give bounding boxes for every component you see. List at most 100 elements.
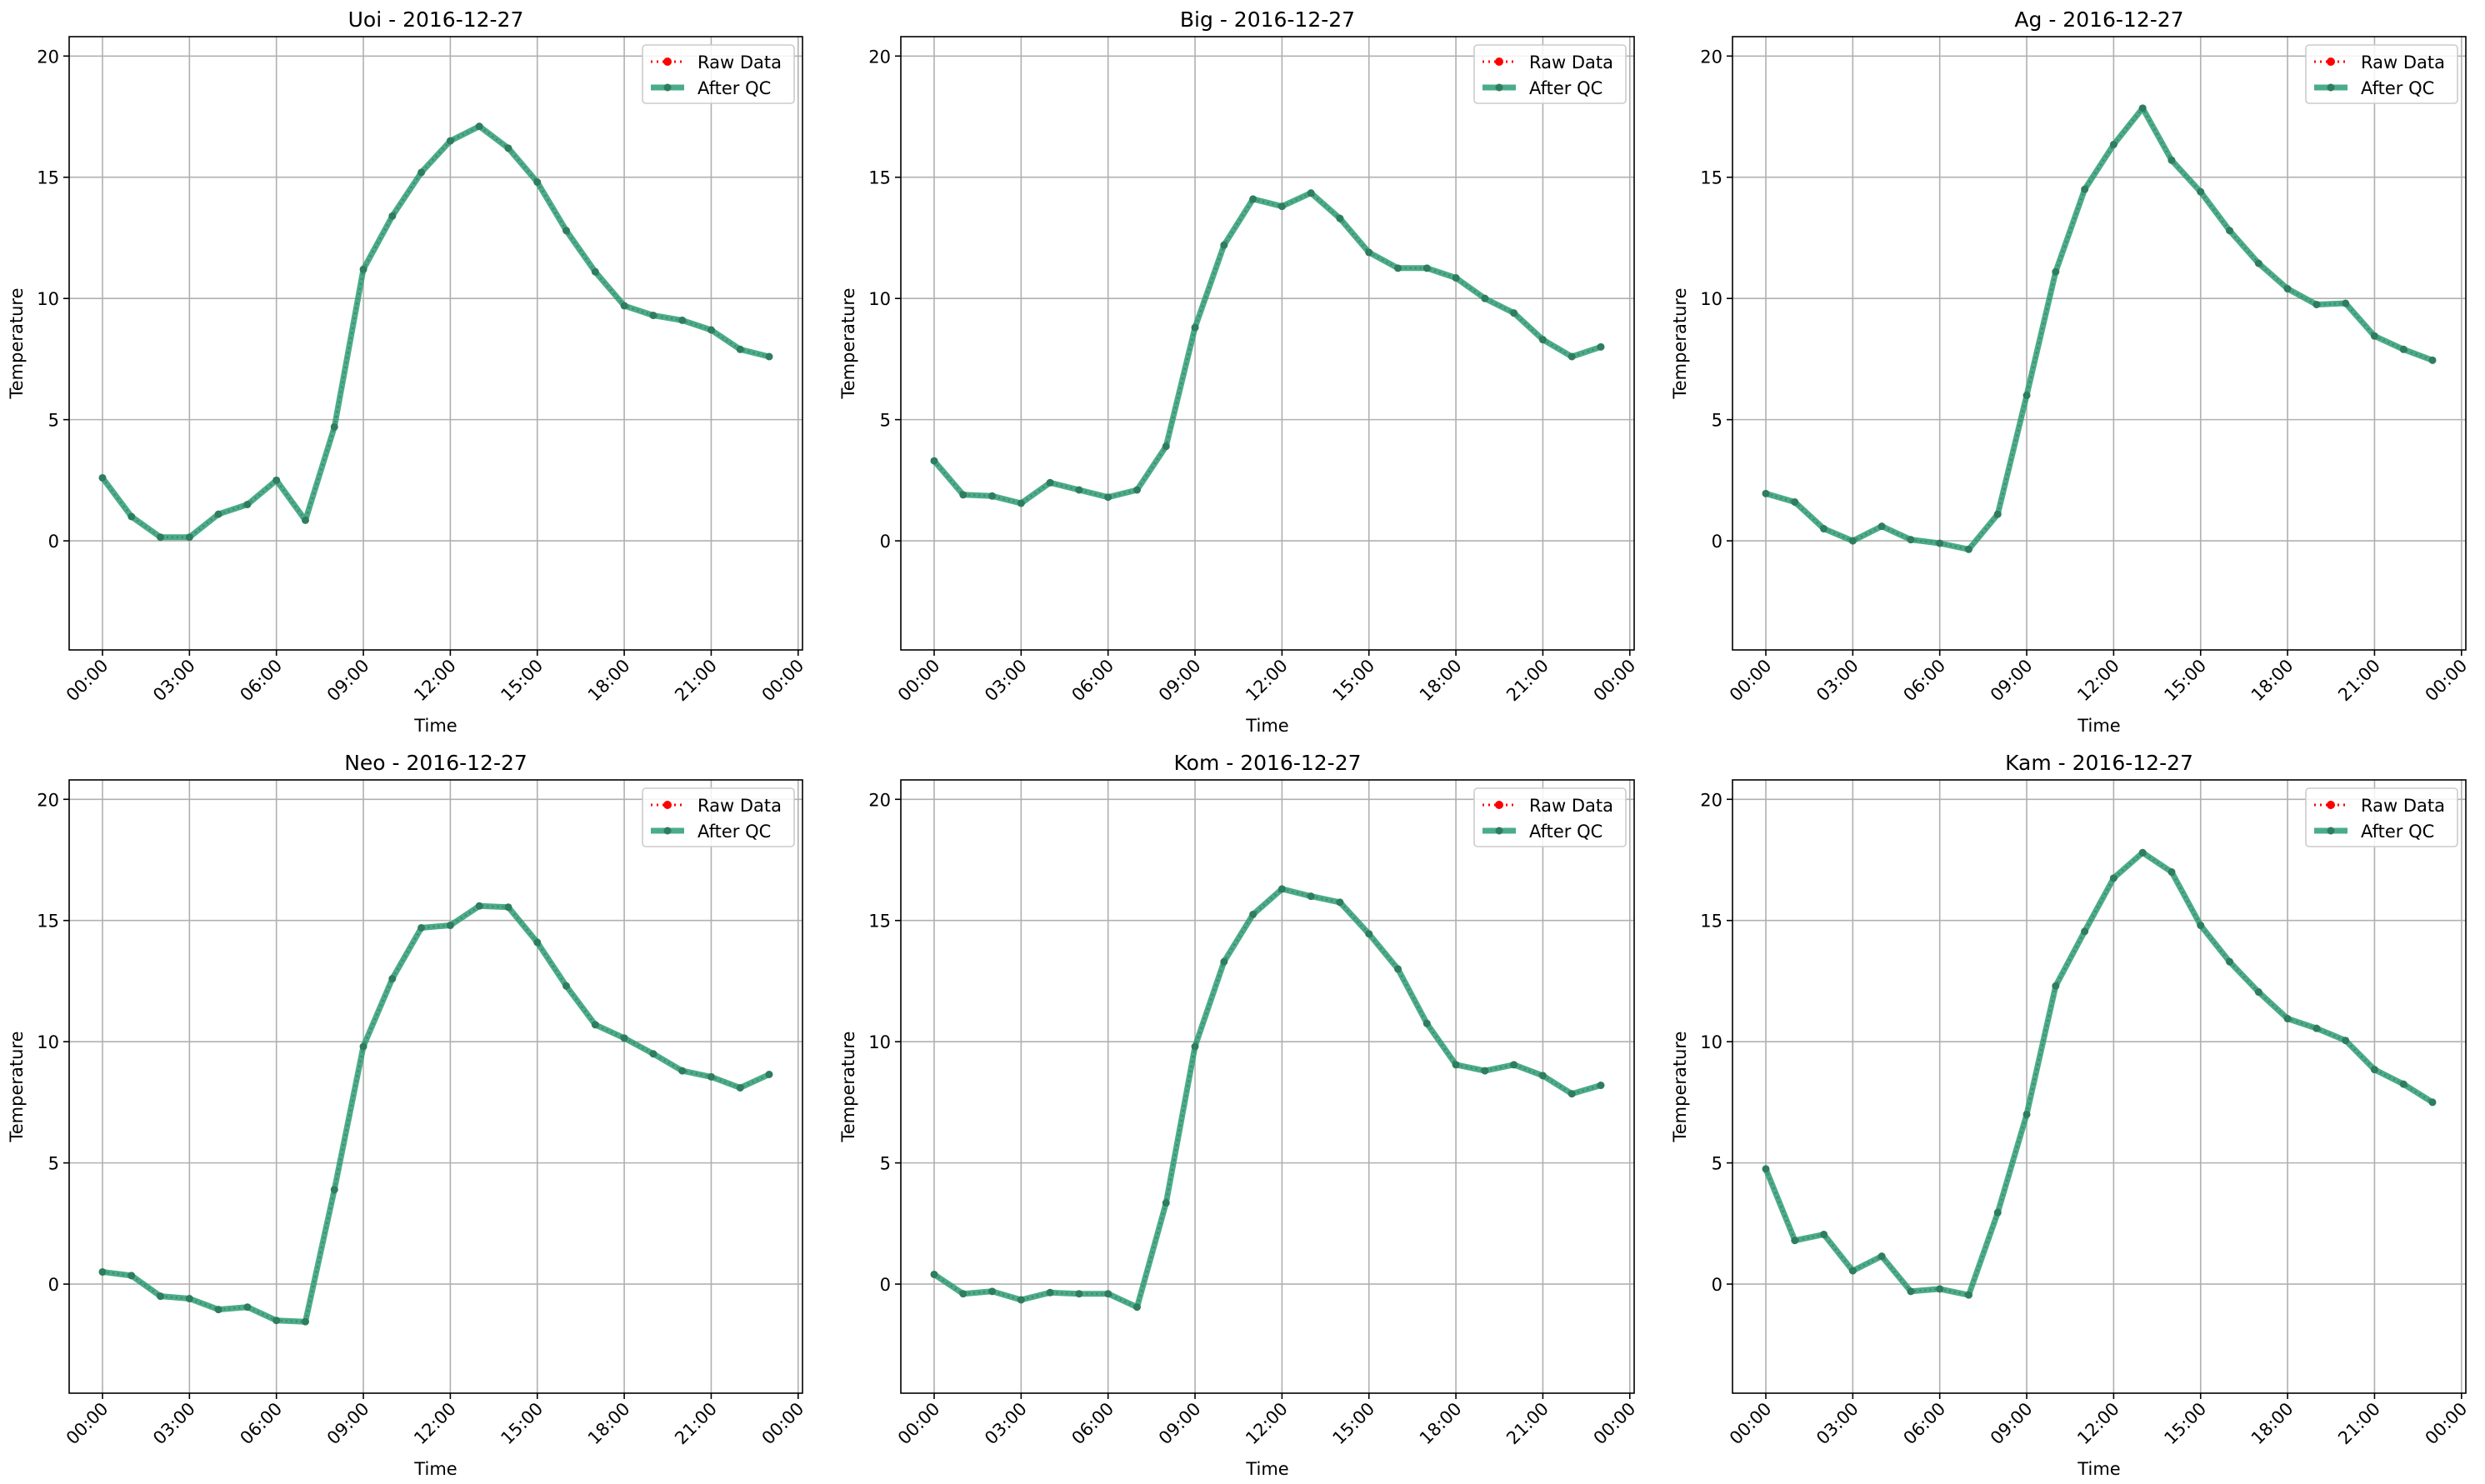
chart-5-ytick-label-4: 20 <box>868 790 891 810</box>
chart-6-after-qc-point-0 <box>1762 1165 1770 1173</box>
chart-4-legend-raw-marker <box>663 801 672 809</box>
chart-2-after-qc-point-7 <box>1132 486 1141 494</box>
chart-3-xtick-label-3: 09:00 <box>1987 656 2037 706</box>
chart-1-series-raw-line <box>101 125 770 538</box>
chart-2-xtick-label-0: 00:00 <box>894 656 944 706</box>
chart-1-after-qc-point-21 <box>707 326 715 334</box>
chart-3-ytick-label-1: 5 <box>1712 411 1722 431</box>
chart-1-after-qc-point-13 <box>475 122 483 131</box>
chart-2-xtick-label-6: 18:00 <box>1416 656 1466 706</box>
chart-3-ytick-label-3: 15 <box>1700 168 1722 188</box>
chart-4: 0 5 10 15 20 00:00 03:00 06:00 09:00 12:00 15:00 18… <box>7 751 808 1479</box>
chart-2-ytick-label-2: 10 <box>868 289 891 309</box>
chart-6-xlabel: Time <box>2077 1459 2120 1479</box>
chart-3-xtick-label-5: 15:00 <box>2161 656 2211 706</box>
chart-4-legend: Raw Data After QC <box>642 787 795 847</box>
chart-3-legend-label-1: After QC <box>2361 78 2434 98</box>
chart-2-xtick-label-8: 00:00 <box>1590 656 1640 706</box>
chart-2-after-qc-point-14 <box>1336 214 1344 222</box>
chart-1-xtick-label-7: 21:00 <box>671 656 721 706</box>
chart-1-ytick-label-3: 15 <box>37 168 59 188</box>
chart-1-after-qc-point-0 <box>98 473 107 482</box>
chart-2-series-after-qc-line <box>932 190 1602 507</box>
chart-4-legend-after-qc-marker <box>663 827 672 835</box>
chart-4-xtick-label-4: 12:00 <box>410 1399 460 1449</box>
chart-3-after-qc-point-1 <box>1791 498 1799 507</box>
chart-3-xlabel: Time <box>2077 716 2120 736</box>
chart-5-xtick-label-2: 06:00 <box>1068 1399 1118 1449</box>
chart-4-after-qc-point-1 <box>128 1272 136 1280</box>
chart-1-axes-frame <box>68 36 803 651</box>
chart-3-after-qc-point-4 <box>1878 522 1886 531</box>
chart-2-after-qc-point-22 <box>1568 352 1576 361</box>
chart-5-after-qc-point-23 <box>1597 1082 1605 1090</box>
chart-3-after-qc-point-11 <box>2081 185 2089 193</box>
chart-5-after-qc-point-16 <box>1394 965 1402 973</box>
chart-6-legend-label-0: Raw Data <box>2361 796 2445 816</box>
chart-6-after-qc-point-3 <box>1848 1267 1857 1275</box>
chart-6-after-qc-point-7 <box>1964 1291 1972 1299</box>
chart-6-axes-frame <box>1732 779 2467 1394</box>
chart-4-after-qc-point-21 <box>707 1072 715 1081</box>
chart-2-xtick-label-4: 12:00 <box>1242 656 1292 706</box>
chart-6-legend-label-1: After QC <box>2361 822 2434 842</box>
chart-6-after-qc-point-21 <box>2370 1066 2378 1074</box>
chart-6-after-qc-point-19 <box>2312 1024 2321 1032</box>
chart-5-xtick-label-4: 12:00 <box>1242 1399 1292 1449</box>
chart-1-xtick-label-1: 03:00 <box>149 656 199 706</box>
chart-3-after-qc-point-15 <box>2197 187 2205 196</box>
chart-1-after-qc-point-1 <box>128 512 136 521</box>
chart-6-after-qc-point-16 <box>2226 957 2234 966</box>
chart-1-after-qc-point-22 <box>736 345 744 353</box>
chart-5-title: Kom - 2016-12-27 <box>1174 751 1362 775</box>
chart-5-series-raw-line <box>933 887 1602 1309</box>
chart-6-after-qc-point-20 <box>2342 1037 2350 1045</box>
chart-1-after-qc-point-23 <box>765 352 773 361</box>
chart-6-after-qc-point-1 <box>1791 1237 1799 1245</box>
chart-1-after-qc-point-3 <box>185 533 193 542</box>
chart-1-series-after-qc-line <box>100 123 770 541</box>
chart-2-after-qc-point-12 <box>1278 202 1286 211</box>
chart-4-xtick-label-5: 15:00 <box>498 1399 548 1449</box>
chart-5-after-qc-point-22 <box>1568 1090 1576 1098</box>
chart-1-after-qc-point-7 <box>301 516 309 524</box>
chart-2-xtick-label-5: 15:00 <box>1329 656 1379 706</box>
chart-1-after-qc-point-16 <box>562 227 571 235</box>
chart-2-after-qc-point-13 <box>1307 189 1315 197</box>
chart-3-after-qc-point-20 <box>2342 299 2350 307</box>
chart-6-xtick-label-2: 06:00 <box>1899 1399 1949 1449</box>
chart-5-after-qc-point-21 <box>1538 1072 1547 1080</box>
chart-6-ytick-label-1: 5 <box>1712 1154 1722 1174</box>
chart-3-after-qc-point-3 <box>1848 537 1857 545</box>
chart-5-after-qc-point-8 <box>1162 1199 1170 1207</box>
chart-4-xtick-label-1: 03:00 <box>149 1399 199 1449</box>
chart-5-legend: Raw Data After QC <box>1473 787 1627 847</box>
chart-2-title: Big - 2016-12-27 <box>1180 7 1355 32</box>
chart-3-after-qc-point-16 <box>2226 227 2234 235</box>
chart-3-legend-raw-marker <box>2327 57 2335 66</box>
chart-6-xtick-label-8: 00:00 <box>2422 1399 2472 1449</box>
chart-2-after-qc-point-18 <box>1452 273 1460 282</box>
chart-1-legend-label-1: After QC <box>698 78 771 98</box>
chart-2-after-qc-point-4 <box>1046 478 1054 487</box>
chart-6-after-qc-point-14 <box>2168 868 2176 877</box>
chart-1-after-qc-point-17 <box>591 267 599 276</box>
chart-1-ytick-label-0: 0 <box>48 532 59 552</box>
chart-2-after-qc-point-5 <box>1075 486 1083 494</box>
chart-4-after-qc-point-12 <box>446 922 454 930</box>
chart-6-xtick-label-3: 09:00 <box>1987 1399 2037 1449</box>
chart-1-ytick-label-2: 10 <box>37 289 59 309</box>
chart-1-legend-after-qc-marker <box>663 83 672 92</box>
chart-6-after-qc-point-13 <box>2138 848 2147 857</box>
chart-3-after-qc-point-10 <box>2052 267 2060 276</box>
chart-3-after-qc-point-17 <box>2254 259 2262 267</box>
chart-5-after-qc-point-12 <box>1278 885 1286 893</box>
chart-3-xtick-label-8: 00:00 <box>2422 656 2472 706</box>
chart-5-after-qc-point-5 <box>1075 1290 1083 1298</box>
chart-5-ytick-label-1: 5 <box>880 1154 891 1174</box>
chart-4-after-qc-point-14 <box>504 903 512 912</box>
chart-5-ytick-label-3: 15 <box>868 912 891 932</box>
chart-2-after-qc-point-8 <box>1162 442 1170 451</box>
chart-6-after-qc-point-8 <box>1993 1208 2002 1217</box>
